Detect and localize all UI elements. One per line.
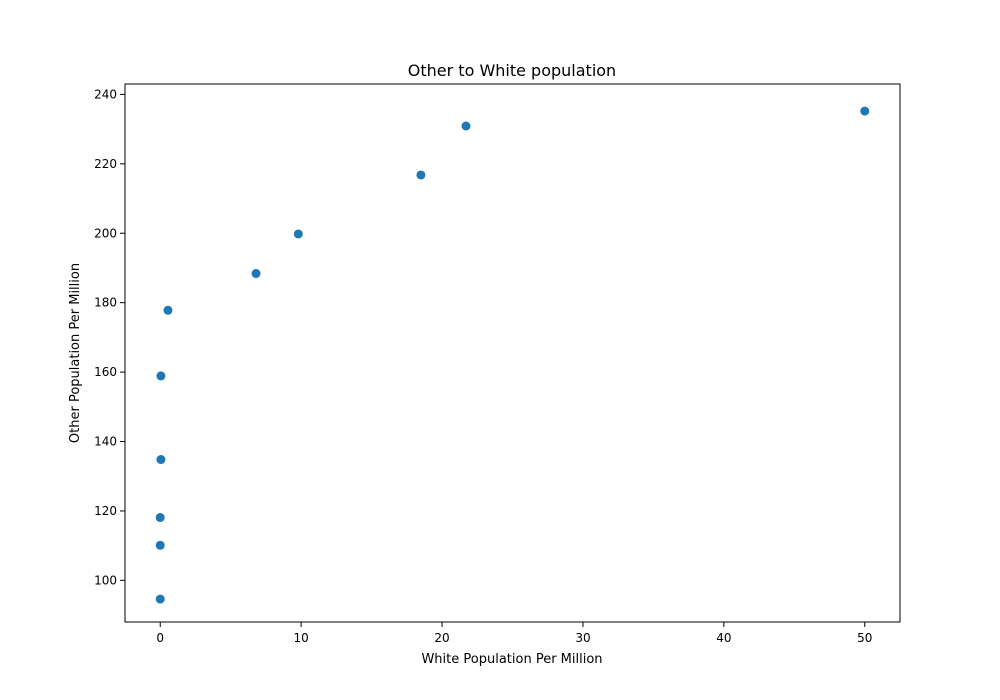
x-tick-label: 30 (575, 631, 590, 645)
data-points (155, 106, 870, 604)
y-tick-label: 220 (94, 157, 117, 171)
data-point (155, 513, 165, 523)
y-tick-label: 180 (94, 296, 117, 310)
x-tick-label: 10 (293, 631, 308, 645)
plot-frame (124, 83, 901, 623)
y-tick-label: 240 (94, 87, 117, 101)
plot-area: 0 10 20 30 40 50 100 120 140 160 180 200 220 240 (94, 83, 901, 645)
y-axis-label: Other Population Per Million (68, 263, 83, 443)
data-point (416, 170, 426, 180)
data-point (461, 121, 471, 131)
data-point (156, 371, 166, 381)
y-tick-label: 140 (94, 435, 117, 449)
x-tick-label: 50 (857, 631, 872, 645)
data-point (155, 540, 165, 550)
y-tick-label: 160 (94, 365, 117, 379)
y-tick-label: 200 (94, 226, 117, 240)
chart-title: Other to White population (408, 61, 616, 80)
data-point (155, 594, 165, 604)
y-tick-label: 100 (94, 573, 117, 587)
x-axis: 0 10 20 30 40 50 (156, 622, 872, 645)
y-tick-label: 120 (94, 504, 117, 518)
x-tick-label: 0 (156, 631, 164, 645)
y-axis: 100 120 140 160 180 200 220 240 (94, 87, 125, 587)
x-axis-label: White Population Per Million (421, 652, 602, 667)
data-point (293, 229, 303, 239)
x-tick-label: 20 (434, 631, 449, 645)
data-point (163, 305, 173, 315)
data-point (860, 106, 870, 116)
data-point (251, 269, 261, 279)
data-point (156, 455, 166, 465)
x-tick-label: 40 (716, 631, 731, 645)
